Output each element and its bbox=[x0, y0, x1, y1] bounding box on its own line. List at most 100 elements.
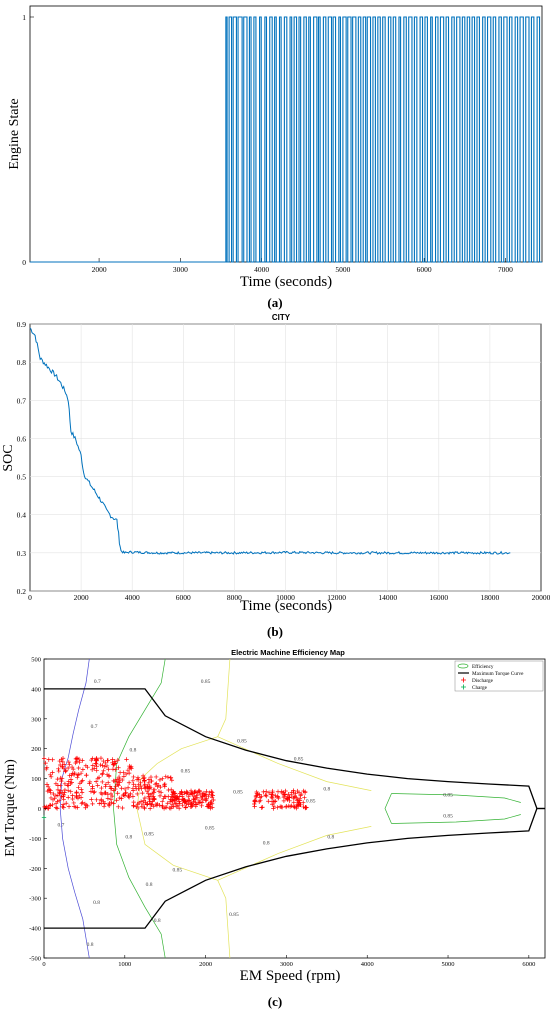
discharge-point bbox=[120, 792, 126, 798]
discharge-point bbox=[199, 800, 205, 805]
discharge-point bbox=[252, 804, 257, 809]
discharge-point bbox=[93, 779, 99, 784]
chart-c-ylabel: EM Torque (Nm) bbox=[3, 759, 18, 857]
discharge-point bbox=[145, 801, 150, 807]
discharge-point bbox=[279, 790, 285, 796]
discharge-point bbox=[117, 780, 122, 785]
contour-label: 0.8 bbox=[129, 748, 136, 754]
contour-label: 0.7 bbox=[94, 679, 101, 685]
discharge-point bbox=[169, 778, 175, 783]
x-tick-label: 6000 bbox=[176, 593, 191, 602]
discharge-point bbox=[59, 764, 65, 770]
discharge-point bbox=[115, 782, 120, 787]
x-tick-label: 7000 bbox=[498, 265, 513, 274]
discharge-point bbox=[144, 802, 150, 807]
discharge-point bbox=[145, 791, 151, 796]
discharge-point bbox=[69, 772, 74, 778]
discharge-point bbox=[160, 799, 165, 804]
discharge-point bbox=[74, 790, 79, 796]
contour-label: 0.8 bbox=[93, 900, 100, 906]
x-tick-label: 10000 bbox=[276, 593, 295, 602]
discharge-point bbox=[78, 770, 84, 776]
contour-0-85 bbox=[136, 658, 231, 959]
discharge-point bbox=[270, 795, 275, 801]
discharge-point bbox=[291, 804, 297, 809]
contour-label: 0.85 bbox=[173, 867, 183, 873]
x-tick-label: 6000 bbox=[522, 961, 535, 968]
discharge-point bbox=[174, 796, 179, 802]
discharge-point bbox=[188, 804, 194, 810]
contour-label: 0.8 bbox=[146, 882, 153, 888]
discharge-point bbox=[79, 801, 84, 806]
x-tick-label: 14000 bbox=[378, 593, 397, 602]
x-tick-label: 0 bbox=[42, 961, 45, 968]
discharge-point bbox=[69, 764, 75, 770]
discharge-point bbox=[60, 802, 66, 807]
discharge-point bbox=[75, 775, 80, 780]
discharge-point bbox=[139, 804, 144, 809]
legend-box bbox=[454, 660, 544, 692]
discharge-point bbox=[102, 764, 108, 769]
discharge-point bbox=[62, 781, 68, 786]
discharge-point bbox=[103, 784, 108, 789]
discharge-point bbox=[199, 795, 204, 801]
discharge-point bbox=[170, 792, 175, 797]
y-tick-label: 0.2 bbox=[17, 587, 27, 596]
discharge-point bbox=[252, 801, 257, 807]
contour-label: 0.7 bbox=[58, 822, 65, 828]
discharge-point bbox=[194, 795, 200, 800]
discharge-point bbox=[89, 797, 94, 802]
chart-b-xlabel: Time (seconds) bbox=[240, 598, 332, 614]
discharge-point bbox=[73, 804, 79, 810]
discharge-point bbox=[125, 767, 131, 773]
discharge-point bbox=[68, 781, 73, 786]
chart-b-soc-series bbox=[29, 327, 511, 555]
discharge-point bbox=[206, 802, 211, 807]
discharge-point bbox=[123, 771, 129, 777]
legend-label: Charge bbox=[472, 685, 488, 691]
chart-b-y-axis: 0.2 0.3 0.4 0.5 0.6 0.7 0.8 0.9 bbox=[17, 320, 27, 596]
discharge-point bbox=[192, 789, 197, 795]
contour-label: 0.85 bbox=[306, 799, 316, 805]
discharge-point bbox=[281, 798, 287, 804]
discharge-point bbox=[75, 772, 81, 778]
contour-label: 0.85 bbox=[443, 813, 453, 819]
y-tick-label: 0 bbox=[22, 258, 26, 267]
max-torque-upper bbox=[44, 688, 545, 810]
discharge-point bbox=[66, 795, 71, 800]
discharge-point bbox=[97, 801, 102, 806]
discharge-point bbox=[259, 805, 264, 810]
discharge-point bbox=[266, 799, 271, 804]
discharge-point bbox=[281, 794, 287, 800]
discharge-point bbox=[166, 794, 171, 799]
discharge-point bbox=[100, 771, 105, 776]
discharge-point bbox=[100, 779, 105, 785]
discharge-point bbox=[53, 781, 59, 786]
discharge-point bbox=[126, 792, 132, 798]
discharge-point bbox=[104, 763, 110, 769]
discharge-point bbox=[57, 762, 63, 768]
y-tick-label: 0.4 bbox=[17, 511, 27, 520]
discharge-point bbox=[195, 790, 200, 795]
discharge-point bbox=[62, 787, 68, 793]
discharge-point bbox=[51, 791, 56, 797]
discharge-point bbox=[115, 791, 120, 796]
discharge-point bbox=[61, 805, 66, 810]
discharge-point bbox=[273, 798, 278, 804]
panel-b-tag: (b) bbox=[267, 624, 283, 639]
discharge-point bbox=[76, 756, 82, 762]
discharge-point bbox=[153, 782, 158, 787]
discharge-point bbox=[116, 774, 122, 780]
discharge-point bbox=[209, 790, 215, 795]
discharge-point bbox=[44, 766, 49, 772]
discharge-point bbox=[271, 806, 276, 811]
legend-swatch-charge bbox=[461, 684, 466, 690]
discharge-point bbox=[154, 803, 160, 808]
discharge-point bbox=[79, 790, 85, 795]
discharge-point bbox=[193, 796, 198, 801]
discharge-point bbox=[60, 764, 65, 769]
discharge-point bbox=[209, 795, 215, 800]
discharge-point bbox=[103, 760, 108, 766]
discharge-point bbox=[103, 782, 109, 787]
discharge-point bbox=[76, 772, 81, 777]
